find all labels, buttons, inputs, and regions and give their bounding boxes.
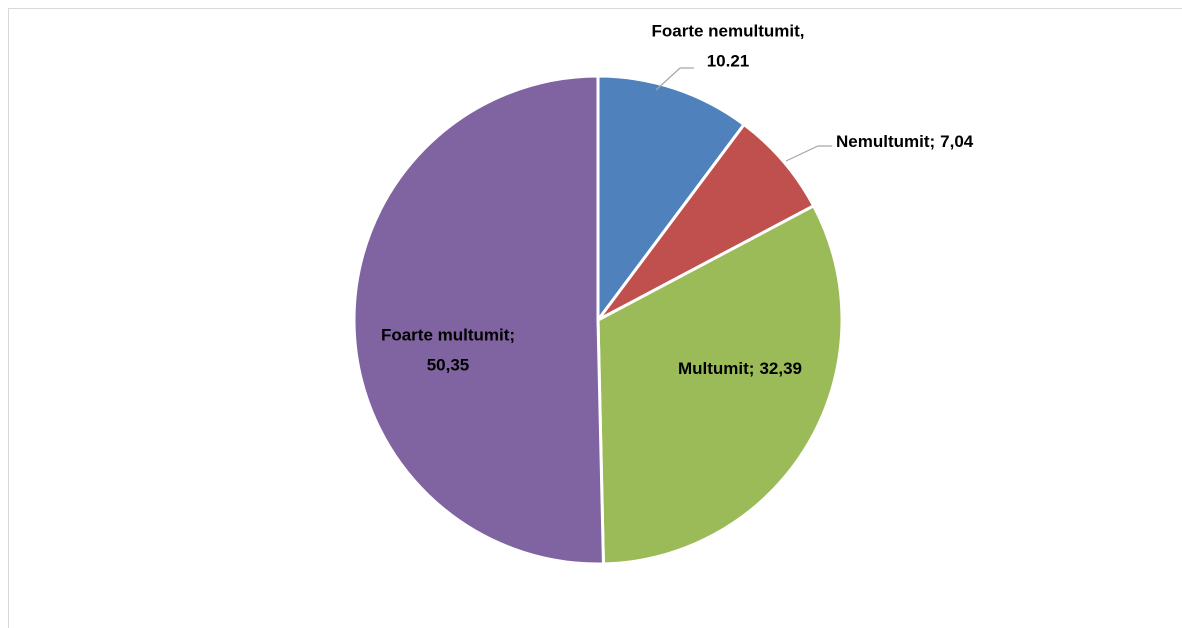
data-label: Multumit; 32,39 [678, 359, 802, 378]
pie-slice [352, 74, 605, 566]
leader-line [785, 145, 832, 162]
data-label-value: 10.21 [707, 51, 750, 70]
data-label-category: Foarte nemultumit, [651, 21, 804, 40]
data-label-category: Multumit; [678, 359, 754, 378]
pie-slice [596, 74, 747, 325]
chart-frame [8, 8, 1182, 628]
data-label-category: Foarte multumit; [381, 325, 515, 344]
leader-line [655, 67, 694, 91]
data-label-value: 7,04 [940, 132, 974, 151]
data-labels: Foarte nemultumit, 10.21 Nemultumit; 7,04 Mu… [381, 21, 974, 378]
data-label-value: 50,35 [427, 355, 470, 374]
data-label: Nemultumit; 7,04 [836, 132, 974, 151]
pie [352, 74, 844, 566]
pie-slice [596, 203, 844, 566]
data-label-category: Nemultumit; [836, 132, 935, 151]
pie-slice [596, 122, 816, 322]
data-label-value: 32,39 [759, 359, 802, 378]
